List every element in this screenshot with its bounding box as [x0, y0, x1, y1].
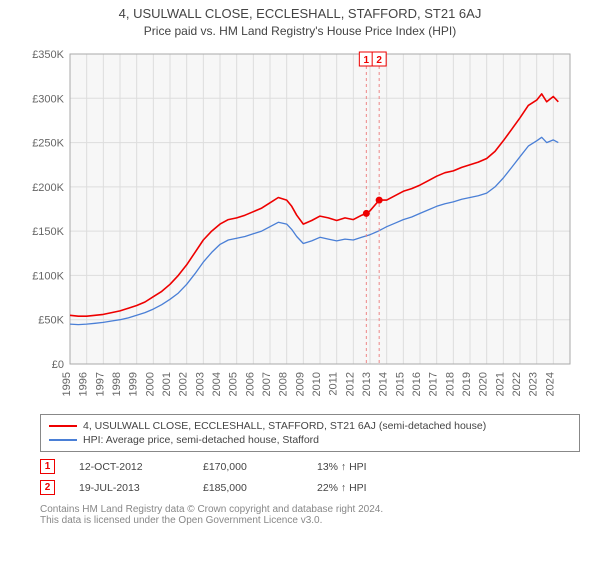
- svg-text:2012: 2012: [344, 372, 356, 396]
- svg-text:£250K: £250K: [32, 138, 64, 150]
- svg-text:1999: 1999: [128, 372, 140, 396]
- svg-text:£100K: £100K: [32, 270, 64, 282]
- svg-text:2005: 2005: [228, 372, 240, 396]
- svg-text:2009: 2009: [294, 372, 306, 396]
- svg-text:2023: 2023: [528, 372, 540, 396]
- legend: 4, USULWALL CLOSE, ECCLESHALL, STAFFORD,…: [40, 414, 580, 452]
- svg-text:2007: 2007: [261, 372, 273, 396]
- transaction-row: 1 12-OCT-2012 £170,000 13% ↑ HPI: [40, 456, 580, 477]
- svg-text:2010: 2010: [311, 372, 323, 396]
- svg-text:2018: 2018: [444, 372, 456, 396]
- svg-text:2001: 2001: [161, 372, 173, 396]
- svg-text:2016: 2016: [411, 372, 423, 396]
- transaction-price: £170,000: [203, 461, 293, 473]
- svg-text:£200K: £200K: [32, 182, 64, 194]
- svg-text:£50K: £50K: [38, 315, 64, 327]
- svg-text:2011: 2011: [328, 372, 340, 396]
- chart-subtitle: Price paid vs. HM Land Registry's House …: [0, 24, 600, 38]
- svg-text:2004: 2004: [211, 372, 223, 396]
- svg-text:2024: 2024: [544, 372, 556, 396]
- transaction-delta: 13% ↑ HPI: [317, 461, 367, 473]
- transaction-price: £185,000: [203, 482, 293, 494]
- svg-text:1997: 1997: [94, 372, 106, 396]
- transaction-marker: 2: [40, 480, 55, 495]
- svg-text:£300K: £300K: [32, 93, 64, 105]
- svg-text:1996: 1996: [78, 372, 90, 396]
- svg-text:2022: 2022: [511, 372, 523, 396]
- svg-text:2003: 2003: [194, 372, 206, 396]
- transactions-table: 1 12-OCT-2012 £170,000 13% ↑ HPI 2 19-JUL-201…: [40, 456, 580, 498]
- legend-row: 4, USULWALL CLOSE, ECCLESHALL, STAFFORD,…: [49, 419, 571, 433]
- legend-swatch: [49, 425, 77, 427]
- svg-text:2014: 2014: [378, 372, 390, 396]
- transaction-date: 12-OCT-2012: [79, 461, 179, 473]
- transaction-delta: 22% ↑ HPI: [317, 482, 367, 494]
- svg-text:2002: 2002: [178, 372, 190, 396]
- svg-text:2006: 2006: [244, 372, 256, 396]
- svg-text:2013: 2013: [361, 372, 373, 396]
- svg-text:2021: 2021: [494, 372, 506, 396]
- svg-text:2019: 2019: [461, 372, 473, 396]
- transaction-date: 19-JUL-2013: [79, 482, 179, 494]
- transaction-row: 2 19-JUL-2013 £185,000 22% ↑ HPI: [40, 477, 580, 498]
- svg-text:2000: 2000: [144, 372, 156, 396]
- svg-text:2020: 2020: [478, 372, 490, 396]
- svg-text:£150K: £150K: [32, 226, 64, 238]
- legend-swatch: [49, 439, 77, 441]
- svg-text:£0: £0: [52, 359, 64, 371]
- chart-title: 4, USULWALL CLOSE, ECCLESHALL, STAFFORD,…: [0, 6, 600, 21]
- svg-text:£350K: £350K: [32, 49, 64, 61]
- svg-text:2: 2: [376, 55, 382, 66]
- svg-text:1998: 1998: [111, 372, 123, 396]
- svg-text:1995: 1995: [61, 372, 73, 396]
- line-chart: £0 £50K £100K £150K £200K £250K £300K £350K 1995…: [20, 44, 580, 404]
- transaction-marker: 1: [40, 459, 55, 474]
- chart-container: £0 £50K £100K £150K £200K £250K £300K £350K 1995…: [20, 44, 580, 404]
- footer-line-2: This data is licensed under the Open Gov…: [40, 515, 580, 526]
- footer-line-1: Contains HM Land Registry data © Crown c…: [40, 504, 580, 515]
- svg-text:2008: 2008: [278, 372, 290, 396]
- legend-label: HPI: Average price, semi-detached house,…: [83, 434, 319, 446]
- svg-text:2015: 2015: [394, 372, 406, 396]
- svg-text:2017: 2017: [428, 372, 440, 396]
- footer-attribution: Contains HM Land Registry data © Crown c…: [40, 504, 580, 526]
- svg-text:1: 1: [364, 55, 370, 66]
- legend-row: HPI: Average price, semi-detached house,…: [49, 433, 571, 447]
- legend-label: 4, USULWALL CLOSE, ECCLESHALL, STAFFORD,…: [83, 420, 486, 432]
